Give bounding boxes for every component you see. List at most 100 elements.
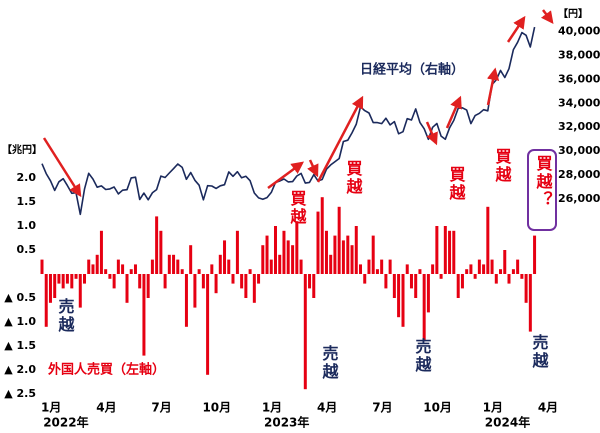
bar <box>197 269 201 274</box>
bar <box>516 259 520 274</box>
bar <box>252 274 256 303</box>
bar <box>320 197 324 274</box>
bar <box>57 274 61 284</box>
bar <box>443 226 447 274</box>
y-tick-label: 2.0 <box>17 171 37 184</box>
arrow <box>42 137 82 198</box>
bar <box>414 274 418 298</box>
bar <box>83 274 87 284</box>
bar <box>324 230 328 274</box>
bar <box>460 274 464 289</box>
annotation: 買越 <box>288 190 308 226</box>
bar <box>371 235 375 274</box>
bar <box>380 259 384 274</box>
bar <box>201 274 205 289</box>
bar <box>74 274 78 279</box>
bar <box>359 264 363 274</box>
bar <box>482 264 486 274</box>
bar <box>159 230 163 274</box>
bar <box>112 274 116 289</box>
bar <box>456 274 460 298</box>
annotation: 買越 <box>447 166 467 202</box>
bar <box>375 269 379 274</box>
bar <box>150 259 154 274</box>
bar <box>121 264 125 274</box>
bar <box>48 274 52 303</box>
x-tick-label: 4月 <box>96 401 116 415</box>
bar <box>61 274 65 289</box>
bar <box>227 259 231 274</box>
arrow <box>307 159 319 178</box>
x-tick-label: 4月 <box>317 401 337 415</box>
year-label: 2023年 <box>264 415 309 430</box>
bar <box>91 264 95 274</box>
bar <box>273 226 277 274</box>
bar <box>477 259 481 274</box>
left-axis-label: 【兆円】 <box>2 143 42 156</box>
bar <box>435 226 439 274</box>
bar <box>363 274 367 284</box>
bar <box>303 274 307 390</box>
bar <box>189 245 193 274</box>
bar <box>223 240 227 274</box>
bar <box>104 269 108 274</box>
bar <box>439 274 443 279</box>
bar <box>486 206 490 274</box>
bar <box>490 259 494 274</box>
bar <box>291 245 295 274</box>
bar <box>163 274 167 289</box>
bar <box>392 274 396 298</box>
series-label: 日経平均（右軸） <box>360 62 464 78</box>
bar <box>337 206 341 274</box>
bar <box>116 259 120 274</box>
bar <box>206 274 210 375</box>
bar <box>448 230 452 274</box>
y-tick-label: ▲ 2.5 <box>4 387 36 400</box>
highlight-box <box>527 149 557 231</box>
x-tick-label: 1月 <box>483 401 503 415</box>
bar <box>418 269 422 274</box>
annotation: 売越 <box>320 344 340 381</box>
year-label: 2022年 <box>43 415 88 430</box>
bar <box>235 230 239 274</box>
bar <box>528 274 532 332</box>
series-label: 外国人売買（左軸） <box>47 362 165 378</box>
bar <box>511 269 515 274</box>
bar <box>520 274 524 279</box>
y-tick-label: 1.5 <box>17 195 37 208</box>
y-tick-label: 0.5 <box>17 243 37 256</box>
bar <box>367 259 371 274</box>
bar <box>503 250 507 274</box>
bar <box>193 274 197 308</box>
y-tick-label: ▲ 1.0 <box>4 315 36 328</box>
bar <box>261 245 265 274</box>
y2-tick-label: 26,000 <box>558 192 600 205</box>
bar <box>499 269 503 274</box>
bar <box>155 216 159 274</box>
nikkei-line <box>41 26 536 216</box>
y-tick-label: 1.0 <box>17 219 37 232</box>
bar <box>172 254 176 274</box>
bar <box>95 254 99 274</box>
y2-tick-label: 38,000 <box>558 48 600 61</box>
bar <box>341 240 345 274</box>
bar <box>350 245 354 274</box>
bar <box>397 274 401 318</box>
x-tick-label: 4月 <box>538 401 558 415</box>
bar <box>452 230 456 274</box>
bar <box>210 264 214 274</box>
annotation: 買越 <box>493 148 513 184</box>
arrow <box>541 9 554 24</box>
bar <box>125 274 129 303</box>
bar <box>248 269 252 274</box>
bar <box>184 274 188 327</box>
bar <box>494 274 498 284</box>
y2-tick-label: 32,000 <box>558 120 600 133</box>
bar <box>384 274 388 289</box>
bar-series <box>40 197 537 390</box>
bar <box>78 274 82 308</box>
x-tick-label: 7月 <box>151 401 171 415</box>
bar <box>129 269 133 274</box>
trend-arrows <box>42 9 554 198</box>
